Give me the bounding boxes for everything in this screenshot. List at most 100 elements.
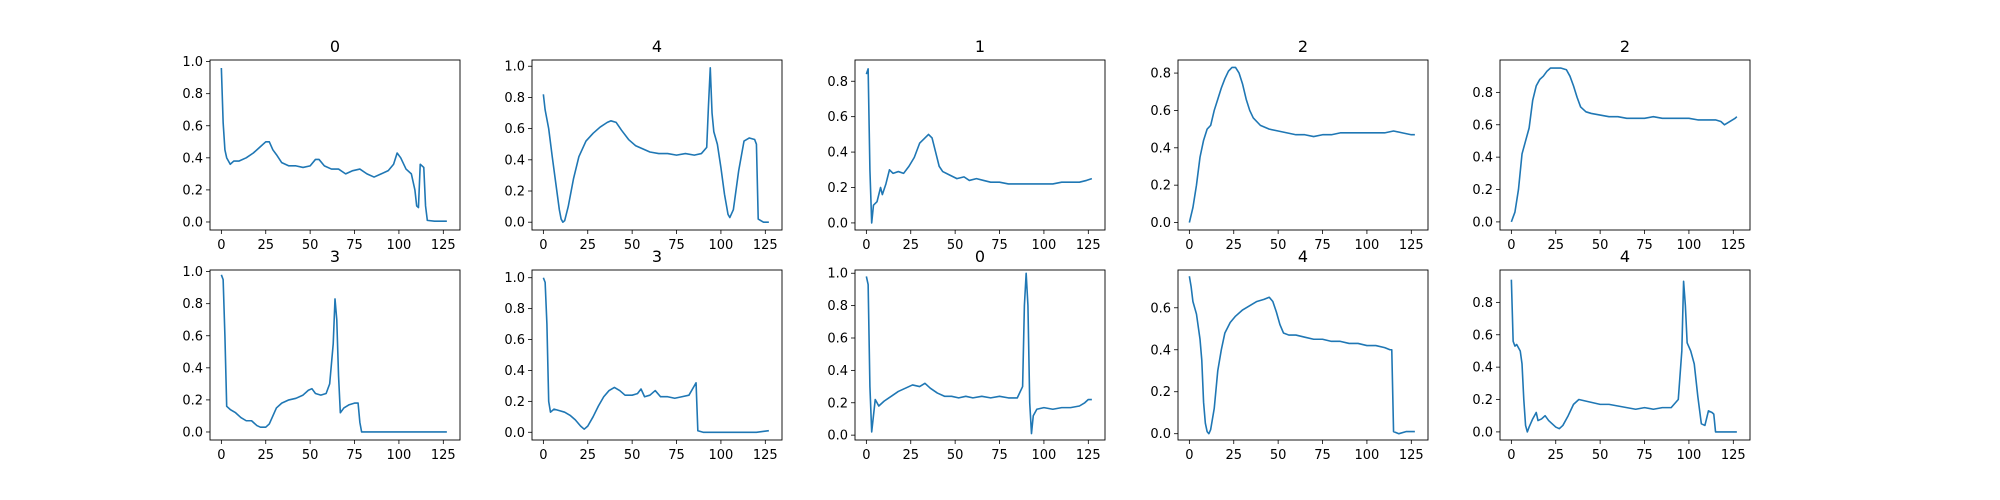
x-tick-label: 75 [346, 238, 363, 253]
x-tick-label: 100 [1355, 448, 1380, 463]
subplot-title: 3 [652, 247, 662, 266]
y-tick-label: 0.4 [504, 153, 525, 168]
x-tick-label: 100 [709, 238, 734, 253]
y-tick-label: 0.4 [1472, 361, 1493, 376]
x-tick-label: 50 [624, 448, 641, 463]
subplot-title: 0 [975, 247, 985, 266]
y-tick-label: 0.6 [504, 333, 525, 348]
x-tick-label: 75 [1636, 448, 1653, 463]
y-tick-label: 0.6 [827, 110, 848, 125]
axes-frame [854, 269, 1106, 441]
x-tick-label: 100 [1677, 448, 1702, 463]
y-tick-label: 0.8 [827, 75, 848, 90]
y-tick-label: 1.0 [504, 271, 525, 286]
x-tick-label: 25 [1547, 448, 1564, 463]
y-tick-label: 0.6 [182, 119, 203, 134]
y-tick-label: 0.4 [1472, 151, 1493, 166]
y-tick-label: 0.8 [1472, 86, 1493, 101]
x-tick-label: 125 [1721, 448, 1746, 463]
y-tick-label: 0.2 [1150, 179, 1171, 194]
y-tick-label: 0.6 [182, 329, 203, 344]
subplot-0: 0 0 25 50 75 100 125 0.0 0.2 0.4 0.6 0.8 1.0 [182, 37, 461, 253]
y-tick-label: 0.6 [827, 332, 848, 347]
x-tick-label: 75 [1636, 238, 1653, 253]
y-tick-label: 0.4 [1150, 343, 1171, 358]
subplot-2: 1 0 25 50 75 100 125 0.0 0.2 0.4 0.6 0.8 [827, 37, 1106, 253]
x-tick-label: 125 [753, 448, 778, 463]
subplot-title: 4 [1298, 247, 1308, 266]
y-tick-label: 0.0 [504, 216, 525, 231]
x-tick-label: 0 [217, 448, 225, 463]
x-tick-label: 0 [1185, 238, 1193, 253]
x-tick-label: 50 [1592, 238, 1609, 253]
x-tick-label: 25 [902, 238, 919, 253]
x-tick-label: 50 [947, 448, 964, 463]
y-tick-label: 0.0 [1472, 215, 1493, 230]
series-line-0 [1188, 66, 1415, 223]
y-tick-label: 0.8 [182, 297, 203, 312]
y-tick-label: 1.0 [504, 60, 525, 75]
y-tick-label: 0.4 [827, 364, 848, 379]
series-line-0 [220, 67, 447, 222]
series-line-0 [1188, 276, 1415, 435]
x-tick-label: 0 [1185, 448, 1193, 463]
axes-frame [209, 269, 461, 441]
y-tick-label: 0.2 [827, 181, 848, 196]
y-tick-label: 1.0 [182, 55, 203, 70]
series-line-0 [1510, 67, 1738, 223]
x-tick-label: 50 [947, 238, 964, 253]
subplot-3: 2 0 25 50 75 100 125 0.0 0.2 0.4 0.6 0.8 [1150, 37, 1429, 253]
x-tick-label: 25 [1547, 238, 1564, 253]
subplot-grid: 0 0 25 50 75 100 125 0.0 0.2 0.4 0.6 0.8 1.0 4 0 25 50 75… [182, 37, 1751, 463]
x-tick-label: 75 [346, 448, 363, 463]
y-tick-label: 0.0 [827, 216, 848, 231]
subplot-4: 2 0 25 50 75 100 125 0.0 0.2 0.4 0.6 0.8 [1472, 37, 1751, 253]
y-tick-label: 0.6 [1472, 328, 1493, 343]
y-tick-label: 0.8 [1472, 296, 1493, 311]
series-line-0 [542, 277, 769, 434]
x-tick-label: 100 [1355, 238, 1380, 253]
axes-frame [209, 59, 461, 231]
x-tick-label: 50 [302, 238, 319, 253]
y-tick-label: 0.8 [1150, 67, 1171, 82]
x-tick-label: 25 [579, 448, 596, 463]
x-tick-label: 100 [387, 238, 412, 253]
subplot-6: 3 0 25 50 75 100 125 0.0 0.2 0.4 0.6 0.8 1.0 [504, 247, 783, 463]
x-tick-label: 0 [539, 448, 547, 463]
series-line-0 [542, 67, 769, 223]
y-tick-label: 0.0 [827, 429, 848, 444]
x-tick-label: 100 [1032, 448, 1057, 463]
y-tick-label: 0.0 [1150, 216, 1171, 231]
x-tick-label: 0 [862, 238, 870, 253]
y-tick-label: 0.2 [827, 396, 848, 411]
x-tick-label: 75 [668, 448, 685, 463]
y-tick-label: 0.2 [182, 393, 203, 408]
axes-frame [854, 59, 1106, 231]
subplot-1: 4 0 25 50 75 100 125 0.0 0.2 0.4 0.6 0.8 1.0 [504, 37, 783, 253]
x-tick-label: 25 [257, 238, 274, 253]
x-tick-label: 125 [1076, 238, 1101, 253]
y-tick-label: 0.2 [182, 183, 203, 198]
y-tick-label: 1.0 [182, 265, 203, 280]
y-tick-label: 0.0 [1472, 425, 1493, 440]
x-tick-label: 0 [1507, 238, 1515, 253]
x-tick-label: 100 [1032, 238, 1057, 253]
y-tick-label: 0.2 [1472, 393, 1493, 408]
x-tick-label: 75 [1314, 448, 1331, 463]
x-tick-label: 0 [539, 238, 547, 253]
y-tick-label: 0.0 [1150, 427, 1171, 442]
axes-frame [531, 269, 783, 441]
y-tick-label: 0.2 [504, 185, 525, 200]
x-tick-label: 0 [217, 238, 225, 253]
x-tick-label: 125 [1399, 448, 1424, 463]
x-tick-label: 75 [1314, 238, 1331, 253]
x-tick-label: 50 [1270, 448, 1287, 463]
y-tick-label: 0.4 [182, 361, 203, 376]
x-tick-label: 25 [1225, 238, 1242, 253]
y-tick-label: 0.8 [504, 302, 525, 317]
subplot-8: 4 0 25 50 75 100 125 0.0 0.2 0.4 0.6 [1150, 247, 1429, 463]
x-tick-label: 75 [991, 238, 1008, 253]
y-tick-label: 0.6 [1150, 301, 1171, 316]
subplot-title: 4 [1620, 247, 1630, 266]
subplot-title: 0 [330, 37, 340, 56]
